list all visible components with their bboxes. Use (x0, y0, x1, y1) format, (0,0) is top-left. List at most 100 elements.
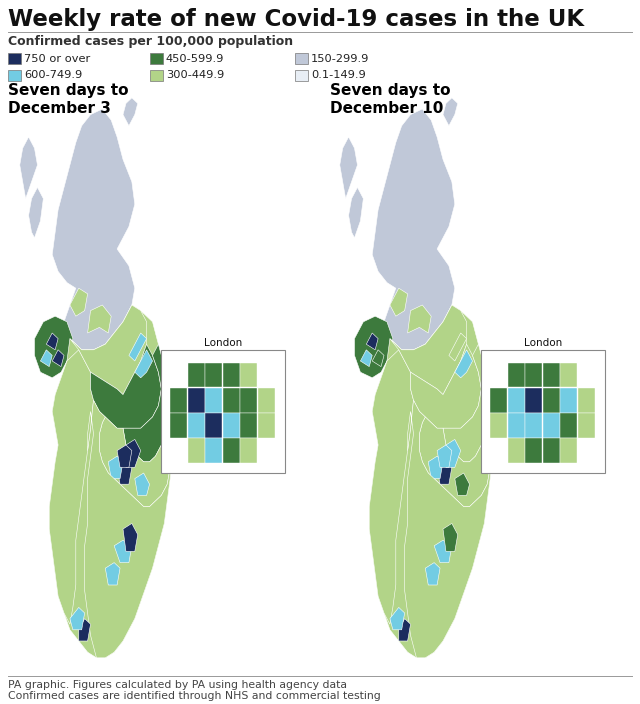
Polygon shape (404, 400, 490, 658)
Bar (223, 363, 240, 387)
Bar (560, 388, 577, 413)
Bar (240, 363, 257, 387)
Bar (543, 388, 560, 413)
Polygon shape (399, 619, 410, 641)
Polygon shape (446, 439, 461, 467)
Polygon shape (426, 562, 440, 585)
Bar (560, 439, 577, 463)
Bar (578, 413, 595, 438)
Text: 450-599.9: 450-599.9 (166, 54, 225, 63)
Polygon shape (88, 305, 111, 333)
Text: Seven days to
December 10: Seven days to December 10 (330, 83, 451, 116)
Polygon shape (340, 137, 358, 199)
Polygon shape (126, 439, 141, 467)
Polygon shape (419, 417, 490, 507)
Bar (205, 413, 222, 438)
Bar (490, 413, 507, 438)
Polygon shape (355, 316, 393, 378)
Polygon shape (123, 523, 138, 551)
Bar (188, 388, 205, 413)
Bar (525, 388, 542, 413)
Polygon shape (84, 400, 170, 658)
Polygon shape (129, 333, 147, 361)
Text: Seven days to
December 3: Seven days to December 3 (8, 83, 129, 116)
Bar (150, 53, 163, 64)
Text: 150-299.9: 150-299.9 (311, 54, 369, 63)
Polygon shape (70, 608, 84, 630)
Bar (240, 439, 257, 463)
Bar (150, 70, 163, 81)
Polygon shape (123, 98, 138, 126)
Polygon shape (455, 473, 470, 496)
Bar (543, 439, 560, 463)
Polygon shape (135, 473, 150, 496)
Polygon shape (443, 98, 458, 126)
Polygon shape (390, 305, 467, 395)
Bar (295, 53, 308, 64)
Bar (205, 363, 222, 387)
Bar (543, 363, 560, 387)
Text: London: London (524, 338, 563, 348)
Text: 300-449.9: 300-449.9 (166, 70, 224, 80)
Bar (525, 439, 542, 463)
Bar (560, 413, 577, 438)
Polygon shape (40, 350, 52, 367)
FancyBboxPatch shape (161, 350, 285, 473)
FancyBboxPatch shape (481, 350, 605, 473)
Bar (188, 413, 205, 438)
Polygon shape (99, 417, 170, 507)
Bar (8, 70, 21, 81)
Bar (188, 363, 205, 387)
Polygon shape (49, 350, 93, 624)
Polygon shape (372, 109, 455, 350)
Polygon shape (52, 350, 64, 367)
Polygon shape (106, 562, 120, 585)
Polygon shape (408, 305, 431, 333)
Bar (223, 413, 240, 438)
Polygon shape (29, 187, 44, 238)
Polygon shape (123, 344, 170, 462)
Polygon shape (135, 350, 152, 378)
Polygon shape (35, 316, 73, 378)
Polygon shape (443, 344, 490, 462)
Bar (170, 388, 187, 413)
Bar (240, 413, 257, 438)
Bar (188, 439, 205, 463)
Polygon shape (434, 540, 452, 562)
Polygon shape (117, 462, 132, 484)
Polygon shape (369, 350, 413, 624)
Polygon shape (52, 109, 135, 350)
Bar (170, 413, 187, 438)
Bar (525, 363, 542, 387)
Bar (295, 70, 308, 81)
Polygon shape (455, 350, 472, 378)
Text: 0.1-149.9: 0.1-149.9 (311, 70, 365, 80)
Polygon shape (437, 462, 452, 484)
Bar (223, 388, 240, 413)
Bar (258, 388, 275, 413)
Bar (560, 363, 577, 387)
Text: 750 or over: 750 or over (24, 54, 90, 63)
Bar (490, 388, 507, 413)
Bar (258, 413, 275, 438)
Polygon shape (70, 305, 147, 395)
Text: Confirmed cases per 100,000 population: Confirmed cases per 100,000 population (8, 35, 293, 48)
Bar (508, 388, 525, 413)
Polygon shape (49, 305, 173, 658)
Polygon shape (437, 445, 452, 467)
Bar (543, 413, 560, 438)
Bar (508, 363, 525, 387)
Bar (508, 413, 525, 438)
Polygon shape (360, 350, 372, 367)
Polygon shape (114, 540, 132, 562)
Polygon shape (90, 344, 161, 428)
Text: London: London (204, 338, 243, 348)
Text: 600-749.9: 600-749.9 (24, 70, 83, 80)
Polygon shape (390, 288, 408, 316)
Polygon shape (106, 479, 164, 658)
Polygon shape (366, 333, 378, 350)
Text: Confirmed cases are identified through NHS and commercial testing: Confirmed cases are identified through N… (8, 691, 381, 701)
Polygon shape (79, 619, 90, 641)
Bar (8, 53, 21, 64)
Text: Weekly rate of new Covid-19 cases in the UK: Weekly rate of new Covid-19 cases in the… (8, 8, 584, 31)
